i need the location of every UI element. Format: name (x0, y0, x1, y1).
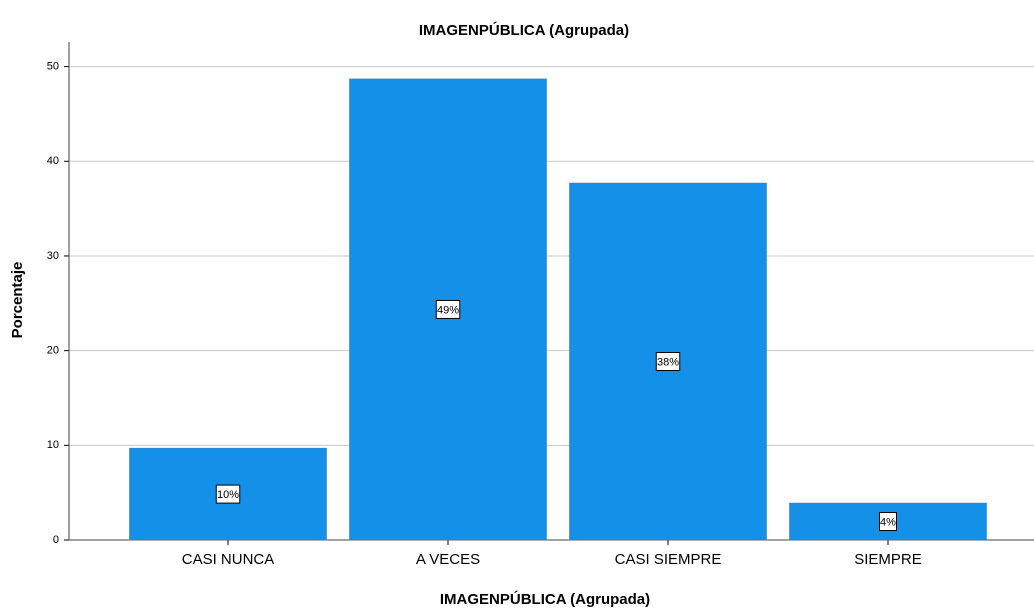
value-label-box (215, 484, 241, 504)
y-axis-label: Porcentaje (9, 262, 26, 339)
y-tick-label: 40 (47, 155, 59, 167)
y-tick-label: 50 (47, 61, 59, 73)
x-tick-label: SIEMPRE (854, 551, 922, 568)
x-axis-label: IMAGENPÚBLICA (Agrupada) (440, 590, 650, 608)
value-label: 4% (880, 516, 896, 528)
x-tick-label: CASI SIEMPRE (615, 551, 722, 568)
x-tick-label: A VECES (416, 551, 480, 568)
y-tick-label: 20 (47, 345, 59, 357)
value-label: 10% (217, 489, 239, 501)
value-label-box (435, 299, 461, 319)
y-tick-label: 0 (53, 534, 59, 546)
chart-title: IMAGENPÚBLICA (Agrupada) (419, 21, 629, 39)
y-tick-label: 10 (47, 439, 59, 451)
value-label: 38% (657, 356, 679, 368)
value-label: 49% (437, 304, 459, 316)
y-tick-label: 30 (47, 250, 59, 262)
value-label-box (655, 352, 681, 372)
x-tick-label: CASI NUNCA (182, 551, 275, 568)
value-label-box (879, 512, 897, 532)
